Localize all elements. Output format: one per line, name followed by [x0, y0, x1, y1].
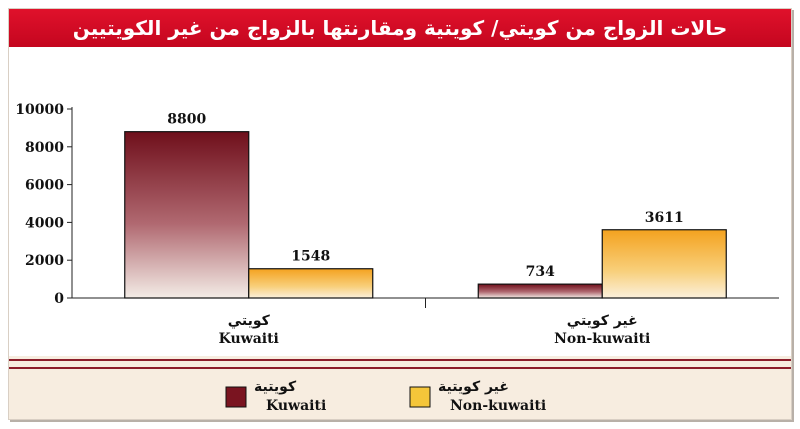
category-label-en: Non-kuwaiti — [554, 331, 650, 347]
data-label: 1548 — [291, 249, 330, 265]
legend-label-ar: غير كويتية — [438, 379, 509, 395]
category-label-ar: كويتي — [228, 313, 271, 329]
y-tick-label: 4000 — [25, 215, 64, 231]
data-label: 3611 — [645, 210, 684, 226]
data-label: 8800 — [167, 112, 206, 128]
legend-swatch-kuwaiti — [225, 386, 247, 408]
legend-label-en: Non-kuwaiti — [450, 398, 546, 414]
chart-title: حالات الزواج من كويتي/ كويتية ومقارنتها … — [9, 9, 791, 49]
y-tick-label: 2000 — [25, 253, 64, 269]
category-label-en: Kuwaiti — [219, 331, 279, 347]
legend-label-ar: كويتية — [254, 379, 297, 395]
y-tick-label: 8000 — [25, 140, 64, 156]
y-tick-label: 10000 — [15, 102, 64, 118]
legend: كويتية Kuwaiti غير كويتية Non-kuwaiti — [225, 379, 546, 414]
legend-label-en: Kuwaiti — [266, 398, 326, 414]
bar-non-kuwaiti-non-kuwaiti — [601, 229, 727, 299]
legend-swatch-non-kuwaiti — [409, 386, 431, 408]
bar-kuwaiti-non-kuwaiti — [477, 283, 603, 299]
bar-non-kuwaiti-kuwaiti — [248, 268, 374, 299]
y-tick-label: 6000 — [25, 178, 64, 194]
bar-kuwaiti-kuwaiti — [124, 131, 250, 299]
bars — [124, 131, 727, 299]
category-label-ar: غير كويتي — [567, 313, 638, 329]
data-label: 734 — [526, 264, 555, 280]
labels: 8800 1548 كويتي Kuwaiti 734 3611 غير كويتي Non-… — [167, 112, 683, 347]
y-tick-label: 0 — [54, 291, 64, 307]
